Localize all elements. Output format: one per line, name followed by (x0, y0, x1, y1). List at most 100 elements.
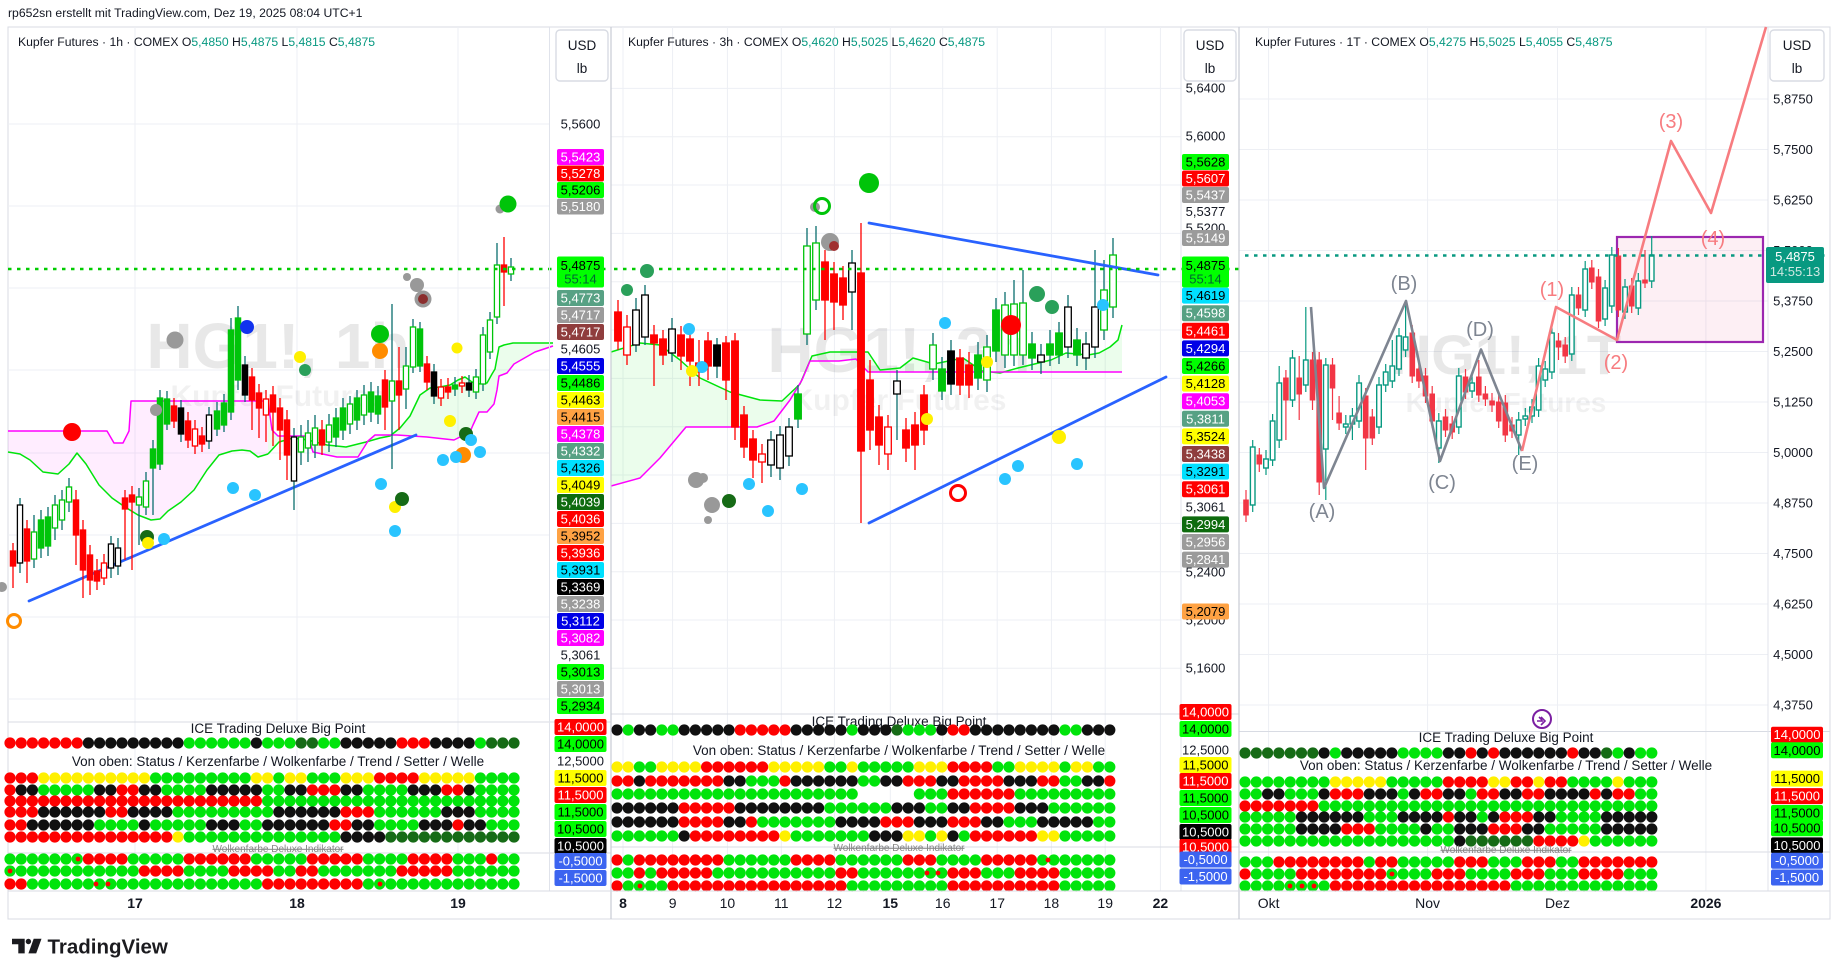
svg-text:ICE Trading Deluxe Big Point: ICE Trading Deluxe Big Point (1419, 730, 1594, 745)
svg-text:17: 17 (989, 895, 1005, 911)
svg-text:5,4875: 5,4875 (1775, 249, 1815, 264)
svg-text:5,4036: 5,4036 (561, 512, 601, 527)
svg-text:5,2400: 5,2400 (1186, 565, 1226, 580)
svg-text:Dez: Dez (1545, 895, 1570, 911)
svg-text:11,5000: 11,5000 (1774, 789, 1820, 804)
svg-text:5,5423: 5,5423 (561, 150, 601, 165)
svg-text:5,3438: 5,3438 (1186, 447, 1226, 462)
svg-text:5,5437: 5,5437 (1186, 188, 1226, 203)
svg-text:14:55:13: 14:55:13 (1770, 264, 1821, 279)
svg-text:10,5000: 10,5000 (1182, 808, 1229, 823)
svg-text:5,5628: 5,5628 (1186, 155, 1226, 170)
svg-text:5,4049: 5,4049 (561, 478, 601, 493)
svg-text:5,3238: 5,3238 (561, 597, 601, 612)
svg-text:ICE Trading Deluxe Big Point: ICE Trading Deluxe Big Point (191, 721, 366, 736)
svg-text:8: 8 (619, 895, 627, 911)
svg-text:11,5000: 11,5000 (1182, 791, 1228, 806)
svg-text:5,4461: 5,4461 (1186, 323, 1226, 338)
svg-text:USD: USD (1783, 38, 1812, 53)
svg-text:5,5206: 5,5206 (561, 183, 601, 198)
svg-text:14,0000: 14,0000 (557, 737, 604, 752)
svg-text:5,3061: 5,3061 (1186, 499, 1226, 514)
svg-text:-0,5000: -0,5000 (1775, 853, 1819, 868)
svg-text:(E): (E) (1512, 453, 1539, 475)
svg-text:5,3524: 5,3524 (1186, 429, 1226, 444)
svg-text:5,5607: 5,5607 (1186, 171, 1226, 186)
svg-text:14,0000: 14,0000 (1774, 743, 1821, 758)
svg-text:Okt: Okt (1258, 895, 1280, 911)
svg-text:5,3931: 5,3931 (561, 563, 601, 578)
svg-text:5,4326: 5,4326 (561, 461, 601, 476)
svg-text:55:14: 55:14 (1189, 272, 1222, 287)
svg-text:5,4555: 5,4555 (561, 359, 601, 374)
svg-text:5,4039: 5,4039 (561, 495, 601, 510)
svg-text:(C): (C) (1428, 472, 1456, 494)
svg-text:Von oben: Status / Kerzenfarbe: Von oben: Status / Kerzenfarbe / Wolkenf… (1300, 758, 1712, 773)
svg-text:rp652sn erstellt mit TradingVi: rp652sn erstellt mit TradingView.com, De… (8, 6, 363, 20)
svg-text:5,4378: 5,4378 (561, 427, 601, 442)
svg-text:5,4463: 5,4463 (561, 393, 601, 408)
svg-text:-1,5000: -1,5000 (1775, 870, 1819, 885)
svg-text:5,3936: 5,3936 (561, 546, 601, 561)
svg-text:Kupfer Futures · 3h · COMEX O: Kupfer Futures · 3h · COMEX O5,4620 H5,5… (628, 35, 985, 49)
svg-text:4,7500: 4,7500 (1773, 546, 1813, 561)
svg-text:11,5000: 11,5000 (1774, 806, 1820, 821)
svg-text:(3): (3) (1659, 111, 1683, 133)
svg-text:5,3952: 5,3952 (561, 529, 601, 544)
svg-text:5,3112: 5,3112 (561, 614, 600, 629)
svg-text:12: 12 (827, 895, 843, 911)
svg-text:11,5000: 11,5000 (557, 805, 603, 820)
svg-text:4,8750: 4,8750 (1773, 496, 1813, 511)
svg-text:55:14: 55:14 (564, 272, 597, 287)
svg-text:5,4415: 5,4415 (561, 410, 601, 425)
svg-text:5,1250: 5,1250 (1773, 395, 1813, 410)
svg-text:5,2841: 5,2841 (1186, 552, 1226, 567)
svg-text:10,5000: 10,5000 (557, 822, 604, 837)
svg-text:-1,5000: -1,5000 (1183, 869, 1227, 884)
svg-text:10,5000: 10,5000 (1182, 825, 1229, 840)
svg-text:5,4486: 5,4486 (561, 376, 601, 391)
svg-text:5,4717: 5,4717 (561, 308, 601, 323)
svg-text:Wolkenfarbe Deluxe Indikator: Wolkenfarbe Deluxe Indikator (1441, 845, 1573, 856)
svg-text:Kupfer Futures · 1T · COMEX O: Kupfer Futures · 1T · COMEX O5,4275 H5,5… (1255, 35, 1613, 49)
svg-text:(1): (1) (1540, 279, 1564, 301)
svg-text:11,5000: 11,5000 (1182, 758, 1228, 773)
svg-text:5,2079: 5,2079 (1186, 604, 1226, 619)
svg-text:Wolkenfarbe Deluxe Indikator: Wolkenfarbe Deluxe Indikator (834, 843, 966, 854)
svg-text:5,4717: 5,4717 (561, 325, 601, 340)
svg-text:5,3082: 5,3082 (561, 631, 601, 646)
svg-text:Wolkenfarbe Deluxe Indikator: Wolkenfarbe Deluxe Indikator (213, 844, 345, 855)
svg-text:5,7500: 5,7500 (1773, 142, 1813, 157)
svg-text:4,3750: 4,3750 (1773, 698, 1813, 713)
svg-text:(B): (B) (1391, 273, 1418, 295)
svg-text:5,3061: 5,3061 (1186, 482, 1226, 497)
svg-text:5,3061: 5,3061 (561, 648, 601, 663)
svg-text:11: 11 (774, 895, 789, 911)
svg-text:-0,5000: -0,5000 (1183, 852, 1227, 867)
svg-text:Nov: Nov (1415, 895, 1440, 911)
svg-text:5,2934: 5,2934 (561, 699, 601, 714)
svg-text:HG1!, 1T: HG1!, 1T (1391, 323, 1621, 386)
svg-text:USD: USD (568, 38, 597, 53)
svg-text:12,5000: 12,5000 (557, 754, 604, 769)
svg-text:10,5000: 10,5000 (1774, 838, 1821, 853)
svg-text:2026: 2026 (1690, 895, 1721, 911)
svg-text:-0,5000: -0,5000 (558, 854, 602, 869)
svg-text:5,3013: 5,3013 (561, 665, 601, 680)
svg-text:5,4875: 5,4875 (1186, 258, 1226, 273)
svg-text:14,0000: 14,0000 (557, 720, 604, 735)
svg-text:10,5000: 10,5000 (557, 839, 604, 854)
svg-text:10,5000: 10,5000 (1774, 821, 1821, 836)
svg-text:5,4598: 5,4598 (1186, 306, 1226, 321)
svg-text:10,5000: 10,5000 (1182, 840, 1229, 855)
svg-text:10: 10 (720, 895, 736, 911)
svg-text:lb: lb (1205, 61, 1216, 76)
svg-text:5,0000: 5,0000 (1773, 445, 1813, 460)
svg-text:19: 19 (450, 895, 466, 911)
svg-text:5,3750: 5,3750 (1773, 294, 1813, 309)
svg-text:5,5180: 5,5180 (561, 199, 601, 214)
svg-text:5,5377: 5,5377 (1186, 204, 1226, 219)
svg-text:5,4053: 5,4053 (1186, 394, 1226, 409)
svg-text:12,5000: 12,5000 (1182, 743, 1229, 758)
svg-text:USD: USD (1196, 38, 1225, 53)
